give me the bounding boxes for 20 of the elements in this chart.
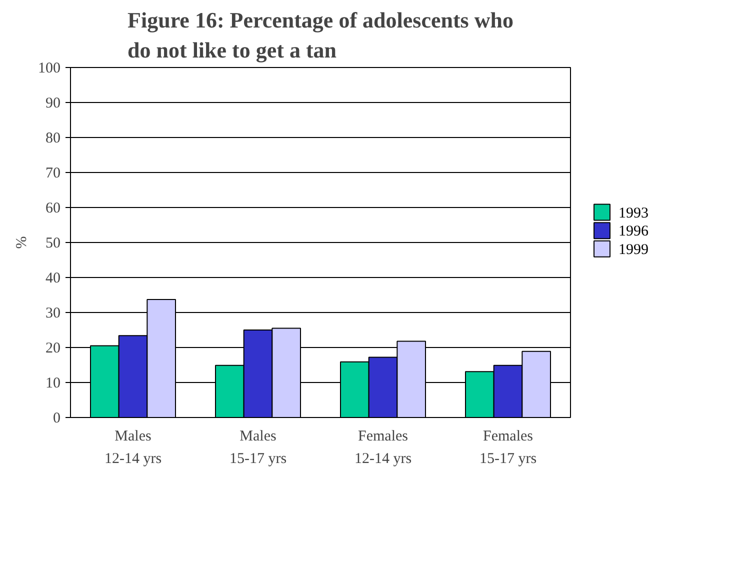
x-tick-label: Males 12-14 yrs (104, 428, 162, 467)
y-tick-label: 60 (46, 200, 60, 216)
y-tick-label: 0 (53, 410, 60, 426)
x-tick-label: Females 12-14 yrs (354, 428, 412, 467)
legend-label: 1996 (618, 224, 649, 240)
y-tick-label: 50 (46, 236, 60, 252)
y-tick-label: 20 (46, 340, 60, 356)
y-axis-title: % (14, 236, 30, 249)
x-tick-label: Females 15-17 yrs (479, 428, 537, 467)
x-tick-label: Males 15-17 yrs (229, 428, 287, 467)
legend-label: 1993 (618, 205, 648, 222)
y-tick-label: 30 (46, 306, 60, 322)
y-tick-label: 10 (46, 376, 60, 392)
chart-title: Figure 16: Percentage of adolescents who do not like to get a tan (128, 8, 514, 62)
y-tick-label: 100 (38, 60, 60, 76)
y-tick-label: 90 (46, 96, 60, 112)
y-tick-label: 40 (46, 270, 60, 286)
y-tick-label: 70 (46, 166, 60, 182)
y-tick-label: 80 (46, 130, 60, 146)
legend-label: 1999 (618, 242, 648, 258)
